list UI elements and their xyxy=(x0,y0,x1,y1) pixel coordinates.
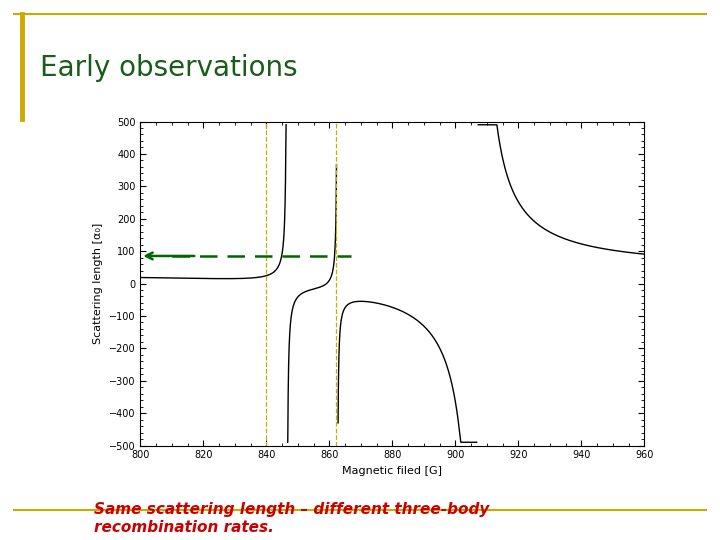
Text: Same scattering length – different three-body
recombination rates.: Same scattering length – different three… xyxy=(94,502,489,535)
Y-axis label: Scattering length [α₀]: Scattering length [α₀] xyxy=(94,223,104,344)
Text: Early observations: Early observations xyxy=(40,53,297,82)
X-axis label: Magnetic filed [G]: Magnetic filed [G] xyxy=(343,466,442,476)
